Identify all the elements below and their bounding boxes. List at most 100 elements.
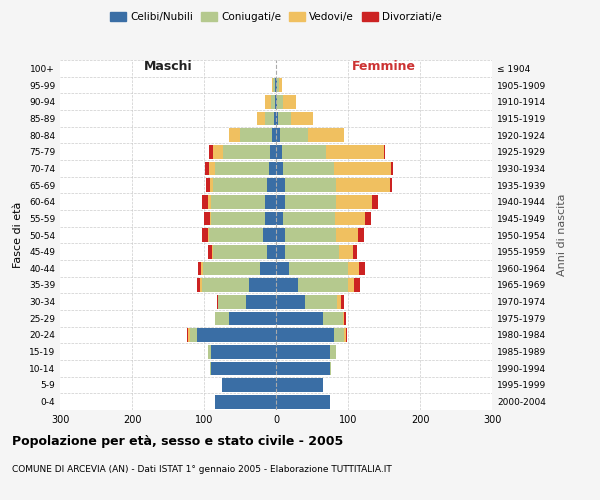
Bar <box>265 212 276 225</box>
Y-axis label: Anni di nascita: Anni di nascita <box>557 194 567 276</box>
Bar <box>276 178 284 192</box>
Bar <box>276 345 330 358</box>
Bar <box>276 95 277 108</box>
Bar <box>211 195 265 208</box>
Bar <box>229 312 276 325</box>
Bar <box>338 245 353 258</box>
Bar <box>330 362 331 375</box>
Bar <box>277 78 279 92</box>
Bar <box>212 245 214 258</box>
Bar <box>346 328 347 342</box>
Bar <box>248 278 276 292</box>
Bar <box>210 362 211 375</box>
Bar <box>359 262 365 275</box>
Bar <box>265 112 274 125</box>
Bar <box>208 195 211 208</box>
Bar <box>276 228 284 242</box>
Bar <box>214 245 268 258</box>
Bar <box>276 378 323 392</box>
Bar <box>343 312 344 325</box>
Bar <box>265 195 276 208</box>
Bar <box>334 162 391 175</box>
Bar <box>280 128 308 142</box>
Bar <box>337 295 341 308</box>
Bar <box>354 278 359 292</box>
Text: Popolazione per età, sesso e stato civile - 2005: Popolazione per età, sesso e stato civil… <box>12 435 343 448</box>
Bar <box>326 145 384 158</box>
Y-axis label: Fasce di età: Fasce di età <box>13 202 23 268</box>
Bar <box>268 178 276 192</box>
Bar <box>187 328 188 342</box>
Bar <box>271 95 275 108</box>
Bar <box>284 195 337 208</box>
Bar <box>275 78 276 92</box>
Bar <box>275 95 276 108</box>
Bar <box>341 295 344 308</box>
Bar <box>197 262 201 275</box>
Bar <box>203 262 260 275</box>
Bar <box>217 295 218 308</box>
Bar <box>260 262 276 275</box>
Bar <box>276 262 289 275</box>
Bar <box>190 328 197 342</box>
Bar <box>348 262 359 275</box>
Bar <box>284 228 337 242</box>
Bar <box>276 128 280 142</box>
Bar <box>211 212 265 225</box>
Bar <box>201 262 203 275</box>
Bar <box>208 245 212 258</box>
Bar <box>291 112 313 125</box>
Bar <box>391 178 392 192</box>
Bar <box>335 212 365 225</box>
Bar <box>211 345 276 358</box>
Bar <box>272 128 276 142</box>
Bar <box>282 145 326 158</box>
Bar <box>229 128 240 142</box>
Bar <box>215 312 229 325</box>
Bar <box>188 328 190 342</box>
Bar <box>344 328 346 342</box>
Bar <box>208 345 211 358</box>
Bar <box>276 362 330 375</box>
Bar <box>214 178 268 192</box>
Bar <box>211 362 276 375</box>
Bar <box>206 178 210 192</box>
Bar <box>348 278 354 292</box>
Bar <box>277 95 283 108</box>
Text: Femmine: Femmine <box>352 60 416 73</box>
Bar <box>215 395 276 408</box>
Bar <box>278 112 291 125</box>
Bar <box>276 212 283 225</box>
Bar <box>284 245 338 258</box>
Bar <box>358 228 364 242</box>
Bar <box>284 178 337 192</box>
Bar <box>276 145 282 158</box>
Bar <box>208 228 209 242</box>
Bar <box>289 262 348 275</box>
Bar <box>283 212 335 225</box>
Bar <box>283 95 296 108</box>
Bar <box>274 112 276 125</box>
Bar <box>204 212 210 225</box>
Bar <box>276 328 334 342</box>
Bar <box>209 145 212 158</box>
Bar <box>276 278 298 292</box>
Bar <box>202 195 208 208</box>
Bar <box>205 162 209 175</box>
Bar <box>276 195 284 208</box>
Text: Maschi: Maschi <box>143 60 193 73</box>
Bar <box>212 145 223 158</box>
Bar <box>265 95 271 108</box>
Bar <box>263 228 276 242</box>
Bar <box>344 312 346 325</box>
Bar <box>276 78 277 92</box>
Bar <box>276 312 323 325</box>
Bar <box>200 278 202 292</box>
Bar <box>257 112 265 125</box>
Bar <box>269 162 276 175</box>
Bar <box>305 295 337 308</box>
Bar <box>222 378 276 392</box>
Bar <box>246 295 276 308</box>
Bar <box>323 312 343 325</box>
Bar <box>298 278 348 292</box>
